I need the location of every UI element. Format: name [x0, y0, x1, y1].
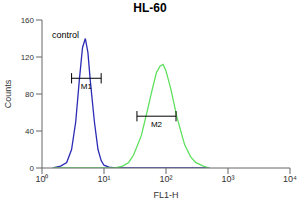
svg-text:10²: 10² — [159, 174, 172, 184]
svg-text:10⁴: 10⁴ — [283, 174, 292, 184]
svg-text:FL1-H: FL1-H — [153, 190, 178, 200]
svg-text:160: 160 — [21, 16, 35, 25]
svg-text:120: 120 — [21, 53, 35, 62]
html-text:HL-60: HL-60 — [133, 1, 167, 15]
svg-text:10¹: 10¹ — [97, 174, 110, 184]
svg-text:40: 40 — [25, 127, 34, 136]
svg-text:Counts: Counts — [8, 79, 13, 108]
html-text:control: control — [52, 30, 79, 40]
svg-text:M2: M2 — [151, 120, 163, 129]
svg-text:10³: 10³ — [221, 174, 234, 184]
svg-text:10⁰: 10⁰ — [35, 174, 48, 184]
svg-text:80: 80 — [25, 90, 34, 99]
svg-text:0: 0 — [30, 164, 35, 173]
svg-text:M1: M1 — [81, 82, 93, 91]
